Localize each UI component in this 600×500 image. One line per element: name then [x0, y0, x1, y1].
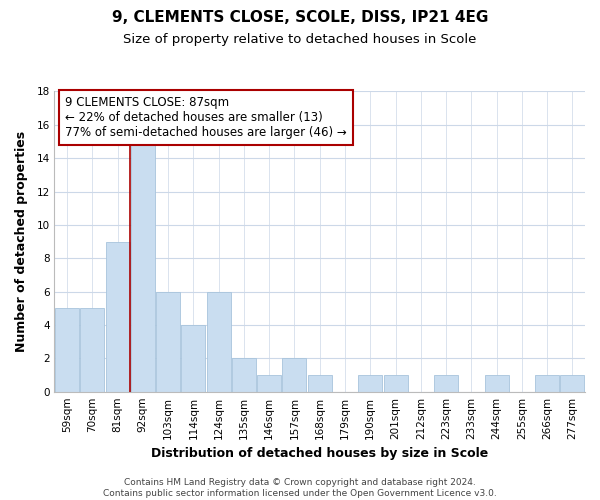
Bar [181, 325, 205, 392]
X-axis label: Distribution of detached houses by size in Scole: Distribution of detached houses by size … [151, 447, 488, 460]
Text: Contains HM Land Registry data © Crown copyright and database right 2024.
Contai: Contains HM Land Registry data © Crown c… [103, 478, 497, 498]
Text: 9, CLEMENTS CLOSE, SCOLE, DISS, IP21 4EG: 9, CLEMENTS CLOSE, SCOLE, DISS, IP21 4EG [112, 10, 488, 25]
Bar [283, 358, 307, 392]
Bar [80, 308, 104, 392]
Bar [232, 358, 256, 392]
Bar [383, 375, 407, 392]
Bar [434, 375, 458, 392]
Text: Size of property relative to detached houses in Scole: Size of property relative to detached ho… [124, 32, 476, 46]
Y-axis label: Number of detached properties: Number of detached properties [15, 131, 28, 352]
Bar [560, 375, 584, 392]
Bar [485, 375, 509, 392]
Bar [156, 292, 180, 392]
Bar [106, 242, 130, 392]
Bar [358, 375, 382, 392]
Bar [257, 375, 281, 392]
Bar [206, 292, 230, 392]
Bar [535, 375, 559, 392]
Bar [131, 142, 155, 392]
Bar [55, 308, 79, 392]
Bar [308, 375, 332, 392]
Text: 9 CLEMENTS CLOSE: 87sqm
← 22% of detached houses are smaller (13)
77% of semi-de: 9 CLEMENTS CLOSE: 87sqm ← 22% of detache… [65, 96, 347, 139]
